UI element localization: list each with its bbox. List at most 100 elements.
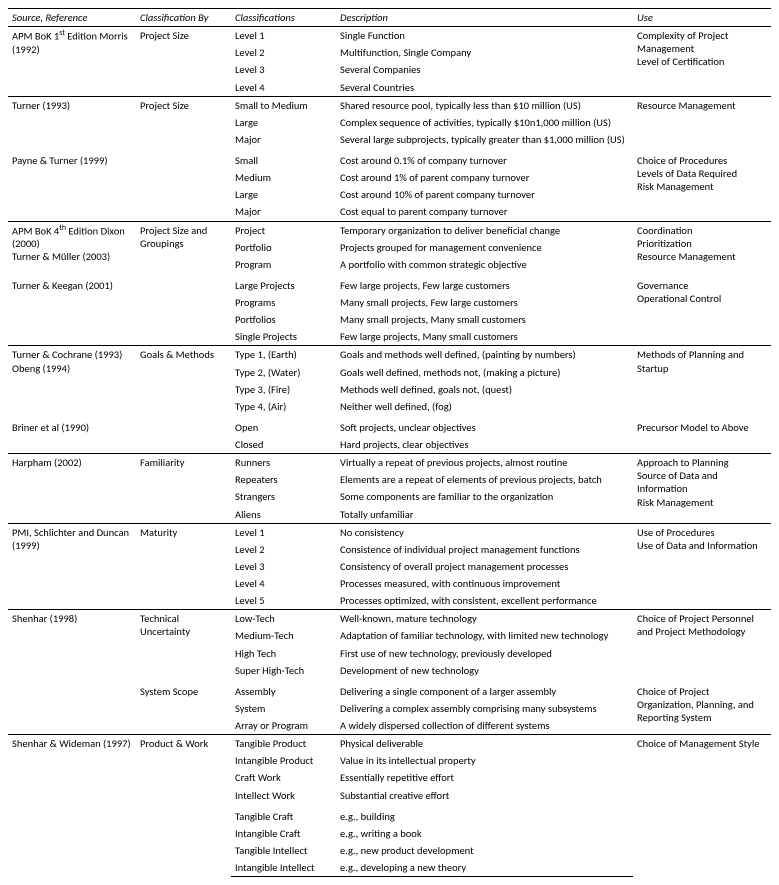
cell-classification: System: [231, 700, 336, 717]
cell-use: Choice of Project Personnel and Project …: [633, 610, 771, 679]
cell-use: Approach to PlanningSource of Data and I…: [633, 454, 771, 524]
cell-description: No consistency: [336, 523, 633, 541]
cell-description: Elements are a repeat of elements of pre…: [336, 471, 633, 488]
cell-description: Several Companies: [336, 61, 633, 78]
cell-description: Hard projects, clear objectives: [336, 436, 633, 454]
cell-classification: Craft Work: [231, 769, 336, 786]
cell-description: First use of new technology, previously …: [336, 645, 633, 662]
cell-description: A portfolio with common strategic object…: [336, 256, 633, 273]
cell-source: Shenhar (1998): [8, 610, 136, 679]
cell-classification: Intangible Product: [231, 752, 336, 769]
cell-source: [8, 683, 136, 735]
cell-description: Well-known, mature technology: [336, 610, 633, 628]
cell-classification: Intellect Work: [231, 787, 336, 804]
cell-classification-by: Project Size and Groupings: [136, 221, 231, 273]
cell-classification: Tangible Intellect: [231, 842, 336, 859]
cell-description: A widely dispersed collection of differe…: [336, 717, 633, 735]
cell-description: Temporary organization to deliver benefi…: [336, 221, 633, 239]
cell-classification: Intangible Intellect: [231, 859, 336, 877]
col-use: Use: [633, 9, 771, 27]
cell-description: Consistence of individual project manage…: [336, 541, 633, 558]
cell-use: Choice of Management Style: [633, 735, 771, 804]
cell-classification: Closed: [231, 436, 336, 454]
cell-description: Substantial creative effort: [336, 787, 633, 804]
cell-use: Choice of ProceduresLevels of Data Requi…: [633, 152, 771, 221]
cell-description: Cost equal to parent company turnover: [336, 203, 633, 221]
table-row: APM BoK 4th Edition Dixon (2000)Turner &…: [8, 221, 771, 239]
col-classifications: Classifications: [231, 9, 336, 27]
cell-classification-by: Familiarity: [136, 454, 231, 524]
cell-description: Cost around 10% of parent company turnov…: [336, 186, 633, 203]
table-row: Shenhar (1998)Technical UncertaintyLow-T…: [8, 610, 771, 628]
cell-classification: Large: [231, 114, 336, 131]
cell-classification: High Tech: [231, 645, 336, 662]
cell-description: Many small projects, Many small customer…: [336, 311, 633, 328]
cell-classification: Small to Medium: [231, 96, 336, 114]
cell-classification: Repeaters: [231, 471, 336, 488]
cell-classification: Level 2: [231, 541, 336, 558]
cell-description: Soft projects, unclear objectives: [336, 419, 633, 436]
table-row: Payne & Turner (1999)SmallCost around 0.…: [8, 152, 771, 169]
cell-description: Few large projects, Few large customers: [336, 277, 633, 294]
cell-source: Turner & Keegan (2001): [8, 277, 136, 346]
cell-description: Multifunction, Single Company: [336, 44, 633, 61]
table-row: Turner & Cochrane (1993)Obeng (1994)Goal…: [8, 346, 771, 364]
cell-description: e.g., writing a book: [336, 825, 633, 842]
cell-classification: Runners: [231, 454, 336, 472]
cell-description: e.g., new product development: [336, 842, 633, 859]
cell-classification: Type 2, (Water): [231, 364, 336, 381]
cell-source: Turner (1993): [8, 96, 136, 148]
cell-description: Processes optimized, with consistent, ex…: [336, 592, 633, 610]
cell-use: Use of ProceduresUse of Data and Informa…: [633, 523, 771, 610]
cell-classification: Tangible Product: [231, 735, 336, 753]
cell-classification: Type 4, (Air): [231, 398, 336, 415]
cell-use: Resource Management: [633, 96, 771, 148]
cell-classification: Project: [231, 221, 336, 239]
cell-classification: Single Projects: [231, 328, 336, 346]
cell-classification: Major: [231, 131, 336, 148]
table-row: APM BoK 1st Edition Morris (1992)Project…: [8, 27, 771, 45]
cell-description: Shared resource pool, typically less tha…: [336, 96, 633, 114]
cell-description: Goals well defined, methods not, (making…: [336, 364, 633, 381]
col-description: Description: [336, 9, 633, 27]
cell-description: Essentially repetitive effort: [336, 769, 633, 786]
cell-classification: Level 2: [231, 44, 336, 61]
cell-classification: Strangers: [231, 488, 336, 505]
cell-source: APM BoK 4th Edition Dixon (2000)Turner &…: [8, 221, 136, 273]
table-row: Tangible Crafte.g., building: [8, 808, 771, 825]
cell-classification: Level 3: [231, 61, 336, 78]
cell-description: Methods well defined, goals not, (quest): [336, 381, 633, 398]
cell-description: Physical deliverable: [336, 735, 633, 753]
cell-classification: Open: [231, 419, 336, 436]
cell-description: e.g., building: [336, 808, 633, 825]
cell-classification: Level 1: [231, 27, 336, 45]
cell-use: Complexity of Project ManagementLevel of…: [633, 27, 771, 97]
cell-classification-by: System Scope: [136, 683, 231, 735]
table-row: Briner et al (1990)OpenSoft projects, un…: [8, 419, 771, 436]
table-row: Turner & Keegan (2001)Large ProjectsFew …: [8, 277, 771, 294]
cell-description: Neither well defined, (fog): [336, 398, 633, 415]
cell-description: Projects grouped for management convenie…: [336, 239, 633, 256]
table-body: APM BoK 1st Edition Morris (1992)Project…: [8, 27, 771, 877]
cell-source: Payne & Turner (1999): [8, 152, 136, 221]
cell-source: PMI, Schlichter and Duncan (1999): [8, 523, 136, 610]
cell-classification: Level 3: [231, 558, 336, 575]
cell-description: Adaptation of familiar technology, with …: [336, 627, 633, 644]
cell-use: Methods of Planning and Startup: [633, 346, 771, 415]
cell-use: [633, 808, 771, 877]
col-source: Source, Reference: [8, 9, 136, 27]
cell-classification: Aliens: [231, 506, 336, 524]
cell-description: Single Function: [336, 27, 633, 45]
cell-classification: Array or Program: [231, 717, 336, 735]
table-row: Turner (1993)Project SizeSmall to Medium…: [8, 96, 771, 114]
cell-description: Virtually a repeat of previous projects,…: [336, 454, 633, 472]
cell-classification: Programs: [231, 294, 336, 311]
cell-description: Few large projects, Many small customers: [336, 328, 633, 346]
cell-classification-by: Goals & Methods: [136, 346, 231, 415]
cell-description: Several Countries: [336, 79, 633, 97]
cell-classification: Type 1, (Earth): [231, 346, 336, 364]
cell-classification-by: Project Size: [136, 96, 231, 148]
cell-description: Goals and methods well defined, (paintin…: [336, 346, 633, 364]
table-row: Harpham (2002)FamiliarityRunnersVirtuall…: [8, 454, 771, 472]
cell-classification-by: Product & Work: [136, 735, 231, 804]
